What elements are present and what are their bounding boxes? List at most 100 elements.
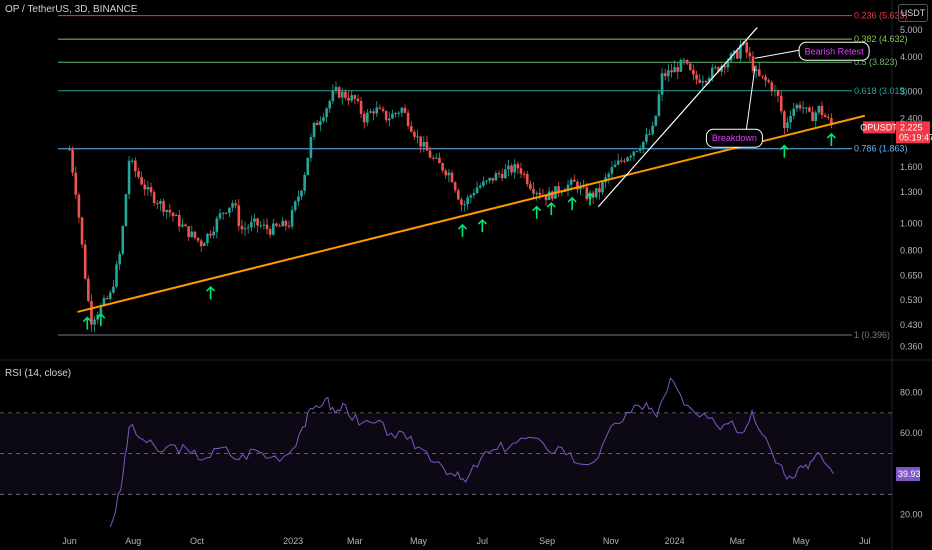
candle-body: [751, 56, 755, 72]
support-trendline: [77, 114, 866, 313]
candle-body: [701, 81, 705, 83]
candle-body: [171, 212, 175, 216]
candle-body: [413, 131, 416, 137]
candle-body: [93, 319, 96, 325]
candle-body: [102, 298, 106, 306]
candle-body: [441, 163, 444, 171]
candle-body: [688, 63, 692, 70]
candle-body: [623, 160, 626, 162]
candle-body: [513, 164, 517, 173]
candle-body: [259, 225, 263, 227]
time-tick-label: Sep: [539, 536, 555, 546]
candle-body: [403, 107, 407, 113]
candle-body: [281, 220, 284, 227]
candle-body: [256, 218, 259, 226]
candle-body: [761, 75, 764, 77]
candle-body: [629, 155, 633, 158]
price-badge-value: 2.225: [900, 122, 923, 132]
candle-body: [347, 97, 350, 101]
price-tick-label: 5.000: [900, 25, 923, 35]
candle-body: [137, 171, 140, 178]
candle-body: [237, 205, 241, 226]
candle-body: [632, 151, 636, 156]
candle-body: [240, 225, 244, 230]
up-arrow-icon: [567, 196, 577, 210]
candle-body: [306, 157, 310, 175]
candle-body: [203, 243, 206, 247]
candle-body: [491, 177, 495, 181]
candle-body: [253, 218, 256, 222]
fib-level-label: 0.236 (5.633): [854, 11, 908, 21]
candle-body: [607, 173, 611, 178]
time-tick-label: Aug: [125, 536, 141, 546]
candle-body: [704, 81, 708, 83]
price-badge-countdown: 05:19:47: [899, 132, 932, 142]
candle-body: [685, 59, 689, 64]
candle-body: [676, 67, 680, 72]
candle-body: [300, 190, 303, 197]
candle-body: [108, 292, 112, 299]
candle-body: [196, 237, 200, 241]
candle-body: [181, 224, 184, 227]
candle-body: [309, 137, 313, 158]
candle-body: [488, 177, 491, 181]
candle-body: [369, 111, 372, 113]
candle-body: [466, 197, 469, 205]
time-tick-label: Nov: [603, 536, 620, 546]
candle-body: [187, 226, 190, 238]
candle-body: [817, 105, 821, 113]
candle-body: [569, 179, 573, 185]
candle-body: [682, 59, 686, 61]
candle-body: [453, 182, 457, 191]
price-tick-label: 0.800: [900, 245, 923, 255]
candle-body: [494, 173, 498, 181]
candle-body: [121, 226, 125, 254]
candle-body: [610, 167, 614, 174]
up-arrow-icon: [532, 205, 542, 219]
retest-callout-box: [798, 41, 870, 61]
candle-body: [692, 69, 695, 75]
candle-body: [159, 201, 162, 204]
candle-body: [739, 44, 742, 59]
candle-body: [475, 187, 479, 194]
candle-body: [250, 221, 253, 228]
up-arrow-icon: [96, 313, 106, 327]
candle-body: [438, 157, 441, 164]
time-tick-label: Jun: [62, 536, 77, 546]
candle-body: [146, 187, 150, 190]
candle-body: [757, 69, 761, 76]
time-tick-label: Mar: [730, 536, 746, 546]
candle-body: [162, 201, 165, 212]
candle-body: [218, 213, 222, 219]
candle-body: [353, 95, 357, 99]
candle-body: [776, 90, 780, 96]
candle-body: [112, 286, 115, 293]
candle-body: [140, 177, 143, 185]
candle-body: [557, 186, 560, 193]
candle-body: [786, 122, 789, 129]
candle-body: [472, 193, 476, 196]
candle-body: [74, 172, 78, 195]
time-tick-label: May: [793, 536, 811, 546]
time-tick-label: May: [410, 536, 428, 546]
up-arrow-icon: [826, 132, 836, 147]
candle-body: [469, 195, 473, 198]
candle-body: [585, 187, 589, 200]
currency-selector[interactable]: USDT: [898, 4, 928, 22]
price-badge: [896, 121, 930, 144]
candle-body: [500, 174, 504, 179]
rsi-band-fill: [0, 412, 892, 495]
candle-body: [663, 73, 667, 77]
candle-body: [303, 174, 306, 191]
candle-body: [598, 188, 601, 193]
candle-body: [444, 170, 448, 176]
candle-body: [322, 117, 325, 122]
up-arrow-icon: [585, 192, 595, 206]
candle-body: [823, 115, 827, 118]
candle-body: [290, 209, 294, 227]
candle-body: [811, 111, 814, 122]
candle-body: [212, 231, 216, 236]
candle-body: [80, 217, 84, 245]
price-tick-label: 1.000: [900, 219, 923, 229]
